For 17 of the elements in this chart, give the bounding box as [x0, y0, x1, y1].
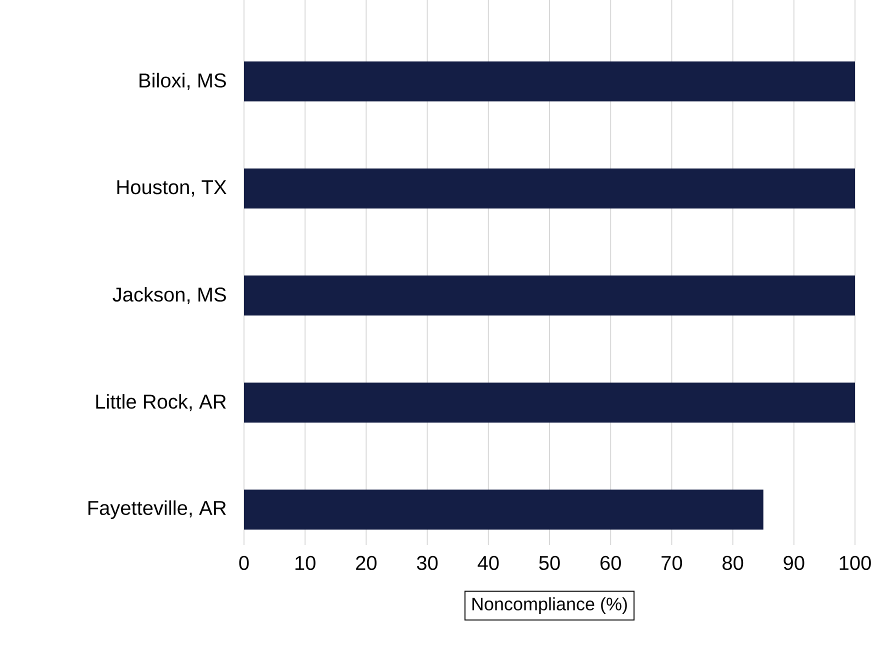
x-tick-label: 90 [784, 556, 804, 570]
y-tick-label: Little Rock, AR [96, 394, 226, 412]
x-tick-label: 80 [722, 556, 744, 570]
x-tick-label: 40 [478, 556, 499, 570]
x-tick-label: 20 [356, 556, 377, 570]
y-tick-label: Fayetteville, AR [88, 500, 226, 519]
y-tick-label: Biloxi, MS [140, 72, 226, 90]
x-axis-title: Noncompliance (%) [472, 597, 627, 614]
x-tick-label: 70 [662, 556, 682, 570]
y-tick-label: Jackson, MS [112, 287, 226, 304]
x-tick-label: 30 [416, 556, 438, 570]
x-tick-label: 0 [239, 556, 249, 570]
x-tick-label: 50 [539, 556, 560, 570]
x-tick-label: 100 [840, 556, 871, 570]
y-tick-label: Houston, TX [117, 180, 226, 197]
x-tick-label: 10 [296, 556, 316, 570]
x-tick-label: 60 [600, 556, 621, 570]
